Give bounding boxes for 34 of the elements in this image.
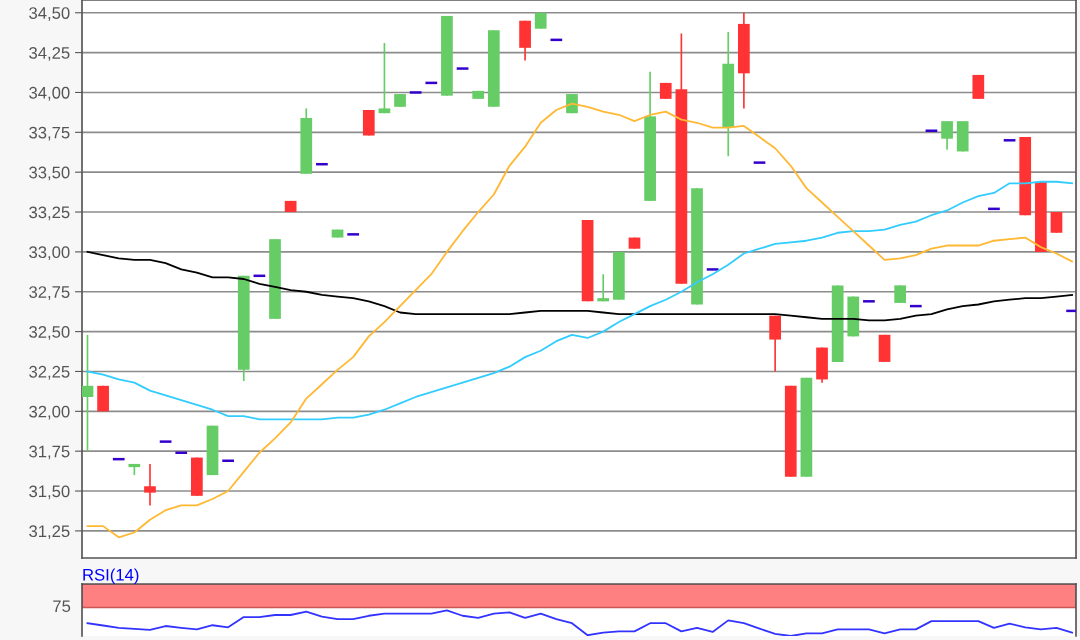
candlestick bbox=[597, 273, 610, 303]
candlestick bbox=[455, 67, 470, 70]
y-tick-label: 31,25 bbox=[29, 525, 70, 540]
y-tick-label: 33,75 bbox=[29, 126, 70, 141]
candlestick bbox=[346, 233, 361, 236]
line-series bbox=[86, 102, 1073, 539]
y-tick-label: 32,50 bbox=[29, 326, 70, 340]
candlestick bbox=[752, 161, 767, 164]
y-tick-label: 32,00 bbox=[29, 405, 70, 420]
candlestick bbox=[924, 129, 939, 132]
line-series bbox=[86, 250, 1073, 322]
line-series bbox=[86, 180, 1073, 421]
y-tick-label: 32,25 bbox=[29, 365, 70, 380]
candlestick bbox=[158, 440, 173, 443]
candlestick bbox=[1050, 211, 1063, 234]
y-tick-label: 34,00 bbox=[29, 86, 70, 101]
text: 75 bbox=[53, 600, 71, 613]
y-tick-label: 32,75 bbox=[29, 286, 70, 300]
y-tick-label: 34,50 bbox=[29, 7, 70, 21]
candlestick bbox=[408, 91, 423, 94]
y-tick-label: 31,75 bbox=[29, 445, 70, 460]
candlestick bbox=[1002, 139, 1017, 142]
y-tick-label: 33,00 bbox=[29, 246, 70, 261]
chart-title: RSI(14) bbox=[83, 568, 139, 584]
y-tick-label: 33,25 bbox=[29, 206, 70, 221]
candlestick bbox=[705, 268, 720, 271]
candlestick bbox=[144, 463, 156, 507]
candlestick bbox=[941, 120, 953, 151]
candlestick bbox=[221, 459, 236, 462]
candlestick bbox=[769, 314, 781, 373]
candlestick bbox=[378, 42, 391, 115]
y-tick-label: 31,50 bbox=[29, 485, 70, 500]
y-tick-label: 34,25 bbox=[29, 47, 70, 61]
y-tick-label: 33,50 bbox=[29, 166, 70, 181]
